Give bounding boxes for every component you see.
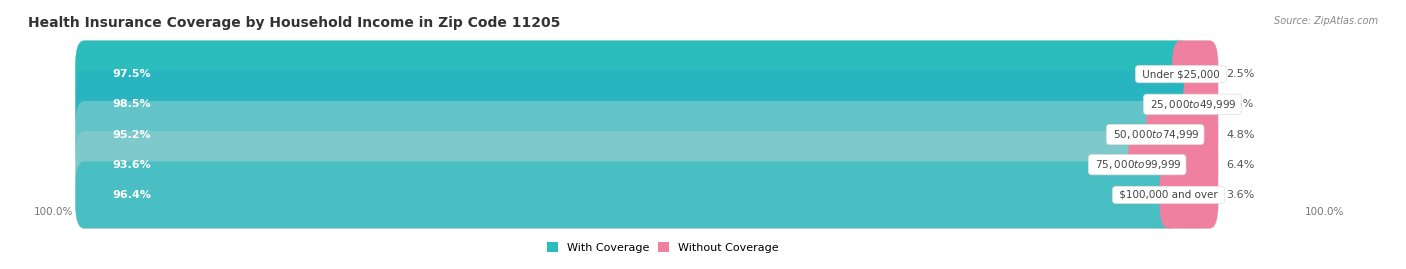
- Text: 97.5%: 97.5%: [112, 69, 150, 79]
- FancyBboxPatch shape: [1128, 131, 1218, 198]
- FancyBboxPatch shape: [76, 41, 1189, 108]
- FancyBboxPatch shape: [76, 161, 1218, 228]
- Legend: With Coverage, Without Coverage: With Coverage, Without Coverage: [547, 242, 779, 253]
- Text: 93.6%: 93.6%: [112, 160, 152, 170]
- FancyBboxPatch shape: [76, 131, 1146, 198]
- FancyBboxPatch shape: [76, 101, 1218, 168]
- FancyBboxPatch shape: [76, 131, 1218, 198]
- Text: $50,000 to $74,999: $50,000 to $74,999: [1109, 128, 1201, 141]
- FancyBboxPatch shape: [1184, 71, 1218, 138]
- Text: $100,000 and over: $100,000 and over: [1116, 190, 1222, 200]
- Text: Source: ZipAtlas.com: Source: ZipAtlas.com: [1274, 16, 1378, 26]
- FancyBboxPatch shape: [76, 71, 1218, 138]
- Text: $25,000 to $49,999: $25,000 to $49,999: [1147, 98, 1237, 111]
- Text: 95.2%: 95.2%: [112, 129, 150, 140]
- Text: 2.5%: 2.5%: [1226, 69, 1254, 79]
- FancyBboxPatch shape: [76, 71, 1201, 138]
- Text: 98.5%: 98.5%: [112, 99, 150, 109]
- Text: 100.0%: 100.0%: [1305, 207, 1344, 217]
- FancyBboxPatch shape: [1173, 41, 1218, 108]
- Text: 6.4%: 6.4%: [1226, 160, 1254, 170]
- Text: 100.0%: 100.0%: [34, 207, 73, 217]
- Text: Under $25,000: Under $25,000: [1139, 69, 1223, 79]
- Text: 96.4%: 96.4%: [112, 190, 152, 200]
- Text: 1.5%: 1.5%: [1226, 99, 1254, 109]
- FancyBboxPatch shape: [76, 161, 1178, 228]
- FancyBboxPatch shape: [1146, 101, 1218, 168]
- Text: Health Insurance Coverage by Household Income in Zip Code 11205: Health Insurance Coverage by Household I…: [28, 16, 561, 30]
- FancyBboxPatch shape: [1160, 161, 1218, 228]
- Text: 3.6%: 3.6%: [1226, 190, 1254, 200]
- Text: $75,000 to $99,999: $75,000 to $99,999: [1092, 158, 1182, 171]
- FancyBboxPatch shape: [76, 101, 1164, 168]
- Text: 4.8%: 4.8%: [1226, 129, 1254, 140]
- FancyBboxPatch shape: [76, 41, 1218, 108]
